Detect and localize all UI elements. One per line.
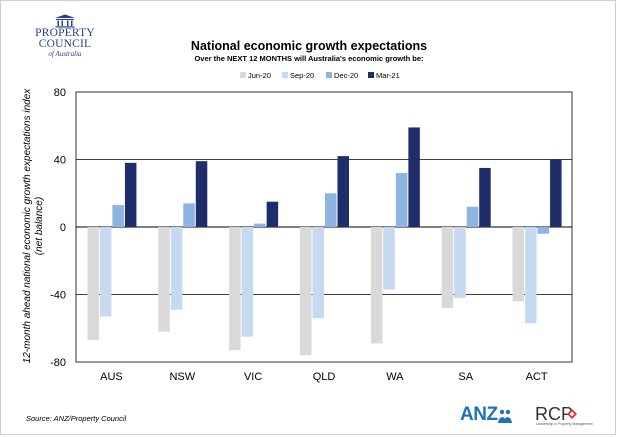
source-note: Source: ANZ/Property Council [26, 414, 127, 423]
logo-line-3: of Australia [48, 50, 82, 58]
bar-dec-20-act [537, 227, 550, 234]
bar-mar-21-wa [408, 127, 420, 227]
chart-subtitle: Over the NEXT 12 MONTHS will Australia's… [194, 54, 424, 63]
bar-dec-20-qld [325, 193, 337, 227]
y-tick-label: -80 [50, 357, 66, 369]
legend-label: Mar-21 [376, 71, 400, 80]
bar-dec-20-sa [466, 206, 479, 227]
legend-swatch [282, 72, 288, 78]
y-tick-label: 40 [54, 155, 66, 167]
bar-dec-20-nsw [183, 203, 195, 227]
bar-jun-20-aus [87, 227, 99, 341]
bar-dec-20-wa [395, 173, 408, 227]
y-tick-label: 80 [54, 87, 66, 99]
bar-jun-20-qld [300, 227, 312, 356]
rcp-tagline: Leadership in Property Management [536, 422, 593, 426]
legend-label: Dec-20 [334, 71, 358, 80]
rcp-logo-text: RCP [535, 404, 574, 424]
bar-mar-21-vic [266, 201, 279, 227]
bar-jun-20-sa [441, 227, 454, 308]
bar-dec-20-aus [112, 205, 124, 227]
bar-sep-20-vic [241, 227, 254, 337]
legend-swatch [326, 72, 332, 78]
anz-logo-text: ANZ [460, 404, 498, 425]
bar-sep-20-qld [312, 227, 324, 319]
bar-mar-21-nsw [195, 161, 208, 227]
bar-mar-21-qld [337, 156, 349, 227]
legend-swatch [240, 72, 246, 78]
x-tick-label: SA [458, 371, 473, 383]
y-tick-label: -40 [50, 290, 66, 302]
rcp-diamond-icon [567, 409, 577, 419]
logo-line-2: COUNCIL [38, 38, 92, 50]
logo-line-1: PROPERTY [35, 27, 95, 39]
bar-jun-20-wa [370, 227, 383, 344]
bar-jun-20-vic [229, 227, 241, 351]
building-icon [55, 14, 75, 28]
chart-title: National economic growth expectations [190, 39, 428, 53]
x-tick-label: AUS [100, 371, 123, 383]
x-tick-label: ACT [526, 371, 548, 383]
legend-swatch [368, 72, 374, 78]
bar-sep-20-nsw [170, 227, 183, 310]
legend-label: Sep-20 [290, 71, 314, 80]
property-council-logo: PROPERTY COUNCIL of Australia [30, 14, 100, 58]
x-tick-label: WA [386, 371, 404, 383]
bar-sep-20-sa [454, 227, 466, 298]
bar-dec-20-vic [254, 223, 266, 227]
anz-people-icon [498, 409, 512, 423]
bar-mar-21-sa [479, 167, 491, 227]
bar-jun-20-act [512, 227, 525, 302]
bar-mar-21-act [550, 159, 562, 227]
x-tick-label: QLD [313, 371, 336, 383]
bar-sep-20-aus [99, 227, 112, 317]
y-tick-label: 0 [60, 222, 66, 234]
bar-jun-20-nsw [158, 227, 170, 332]
bar-mar-21-aus [124, 162, 137, 227]
legend-label: Jun-20 [248, 71, 271, 80]
bar-sep-20-wa [383, 227, 395, 290]
x-tick-label: VIC [244, 371, 262, 383]
x-tick-label: NSW [169, 371, 195, 383]
bar-sep-20-act [525, 227, 537, 324]
